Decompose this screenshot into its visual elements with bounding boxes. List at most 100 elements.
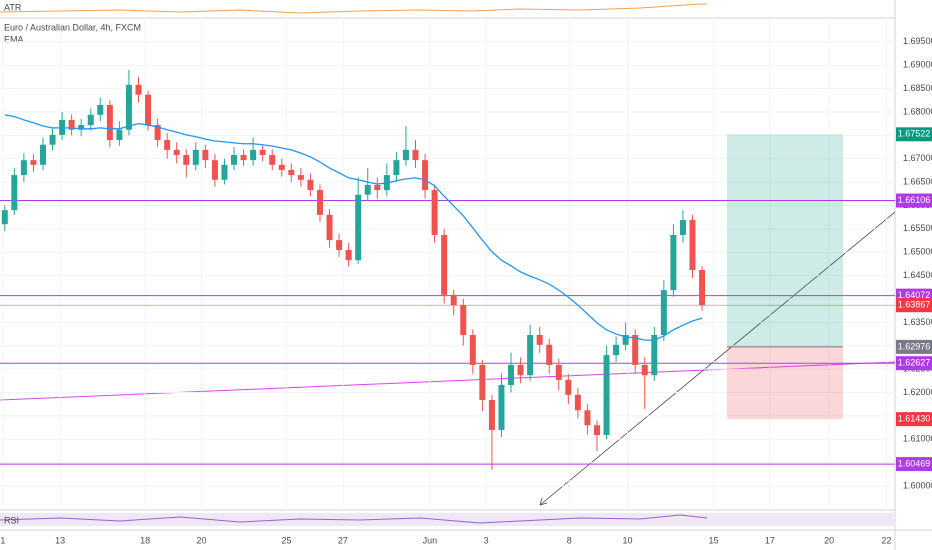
x-tick-label: 20: [824, 535, 834, 545]
price-label: 1.67522: [898, 129, 931, 139]
candle-body: [336, 240, 343, 250]
rsi-label: RSI: [4, 515, 19, 525]
candle-body: [670, 234, 677, 291]
trend-line: [539, 211, 896, 506]
candle-body: [450, 294, 457, 306]
candle-body: [479, 364, 486, 400]
candle-body: [699, 270, 706, 306]
candle-body: [30, 160, 37, 165]
x-tick-label: 8: [567, 535, 572, 545]
x-tick-label: 10: [623, 535, 633, 545]
candle-body: [412, 149, 419, 161]
candle-body: [508, 364, 515, 386]
candle-body: [288, 169, 295, 176]
candle-body: [307, 179, 314, 191]
atr-line: [0, 3, 707, 14]
price-label-box: [896, 457, 932, 472]
price-label-box: [896, 298, 932, 313]
price-label-box: [896, 356, 932, 371]
candle-body: [460, 305, 467, 336]
candle-body: [173, 149, 180, 155]
candle-body: [250, 149, 257, 161]
y-tick-label: 1.60000: [903, 480, 932, 490]
candle-body: [125, 84, 132, 130]
candle-body: [154, 125, 161, 141]
candle-body: [259, 149, 266, 155]
loss-zone: [727, 346, 843, 420]
price-label-box: [896, 193, 932, 208]
candle-body: [613, 344, 620, 356]
candle-body: [97, 104, 104, 115]
candle-body: [316, 190, 323, 215]
chart-title: Euro / Australian Dollar, 4h, FXCM: [4, 22, 141, 32]
candle-body: [145, 94, 152, 126]
price-label-box: [896, 339, 932, 354]
candle-body: [326, 214, 333, 241]
candle-body: [441, 234, 448, 295]
y-tick-label: 1.64500: [903, 270, 932, 280]
candle-body: [469, 335, 476, 365]
price-label: 1.66106: [898, 195, 931, 205]
candle-body: [135, 84, 142, 95]
candle-body: [183, 154, 190, 165]
y-tick-label: 1.61000: [903, 434, 932, 444]
candle-body: [221, 164, 228, 180]
candle-body: [660, 290, 667, 336]
x-tick-label: 18: [140, 535, 150, 545]
candle-body: [164, 140, 171, 150]
candle-body: [374, 184, 381, 191]
candle-body: [431, 190, 438, 235]
candle-body: [402, 149, 409, 161]
x-tick-label: 22: [881, 535, 891, 545]
candle-body: [1, 210, 8, 225]
trend-line: [0, 361, 896, 401]
candle-body: [78, 125, 85, 130]
candle-body: [651, 335, 658, 376]
candle-body: [202, 149, 209, 161]
y-tick-label: 1.62000: [903, 387, 932, 397]
y-tick-label: 1.65500: [903, 223, 932, 233]
candle-body: [622, 335, 629, 345]
arrow-head: [539, 497, 548, 506]
x-tick-label: 17: [765, 535, 775, 545]
candle-body: [555, 364, 562, 380]
y-tick-label: 1.69000: [903, 60, 932, 70]
y-tick-label: 1.68000: [903, 106, 932, 116]
candle-body: [269, 154, 276, 165]
candle-body: [297, 175, 304, 180]
candle-body: [355, 194, 362, 261]
candle-body: [116, 129, 123, 141]
x-tick-label: 13: [55, 535, 65, 545]
price-label: 1.60469: [898, 458, 931, 468]
price-label: 1.61430: [898, 414, 931, 424]
candle-body: [498, 385, 505, 430]
ema-line: [4, 114, 703, 341]
x-tick-label: 27: [338, 535, 348, 545]
atr-label: ATR: [4, 2, 22, 12]
price-label: 1.63867: [898, 300, 931, 310]
y-tick-label: 1.65000: [903, 247, 932, 257]
candle-body: [689, 219, 696, 271]
y-tick-label: 1.66500: [903, 176, 932, 186]
candle-body: [632, 335, 639, 365]
candle-body: [593, 425, 600, 436]
candle-body: [527, 335, 534, 376]
candle-body: [679, 219, 686, 235]
candle-body: [11, 175, 18, 211]
candle-body: [641, 364, 648, 376]
candle-body: [603, 355, 610, 436]
candle-body: [20, 160, 27, 176]
price-label-box: [896, 127, 932, 142]
candle-body: [87, 114, 94, 126]
candle-body: [422, 160, 429, 191]
candle-body: [574, 394, 581, 411]
candle-body: [546, 344, 553, 365]
x-tick-label: 3: [484, 535, 489, 545]
price-label-box: [896, 412, 932, 427]
price-label: 1.62627: [898, 358, 931, 368]
candle-body: [211, 160, 218, 180]
x-tick-label: Jun: [423, 535, 438, 545]
